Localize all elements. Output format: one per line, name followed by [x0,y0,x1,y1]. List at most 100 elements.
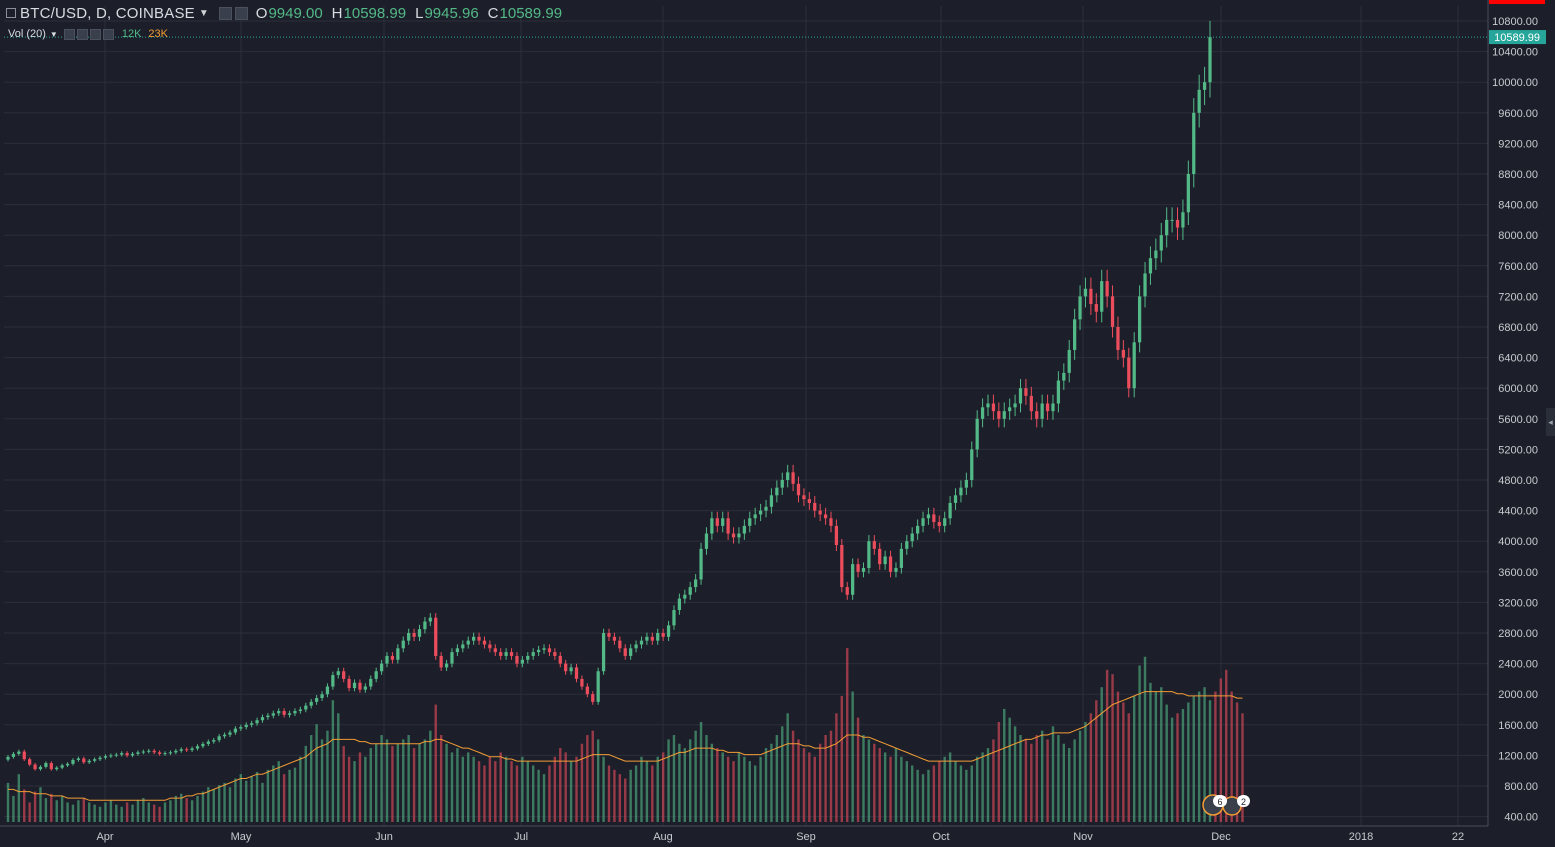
candle-body [38,766,43,770]
candle-body [1170,219,1174,221]
volume-bar [645,761,649,822]
volume-bar [136,800,140,822]
more-button[interactable] [102,28,114,40]
candle-body [964,480,968,488]
candle-body [878,548,882,565]
settings-button[interactable] [218,6,232,20]
collapse-icon[interactable] [6,8,16,18]
volume-bar [916,769,919,822]
volume-bar [380,735,383,822]
volume-bar [862,735,865,822]
candle-body [1186,174,1190,213]
volume-bar [759,756,762,822]
volume-bar [456,748,459,822]
volume-indicator-label[interactable]: Vol (20) [8,28,46,40]
candle-body [688,587,692,595]
volume-bar [1019,735,1022,822]
volume-bar [125,802,129,822]
candle-body [396,648,400,660]
candle-body [336,671,340,676]
chevron-down-icon[interactable]: ▼ [198,7,209,19]
candle-body [233,728,238,733]
price-tick-label: 9600.00 [1498,108,1538,120]
volume-bar [1160,687,1163,822]
candle-body [466,640,470,645]
close-button[interactable] [89,28,101,40]
candle-body [260,717,265,721]
x-tick-label: 22 [1452,831,1464,843]
volume-bar [515,765,519,822]
volume-bar [689,739,692,822]
volume-bar [1057,735,1060,822]
candle-body [439,655,443,668]
volume-bar [591,730,594,822]
volume-bar [180,793,183,822]
candle-body [71,759,75,764]
price-tick-label: 10800.00 [1492,16,1538,28]
candle-body [823,514,828,519]
candle-body [444,663,449,668]
candle-body [363,686,367,690]
volume-bar [445,743,448,822]
volume-bar [315,724,318,822]
volume-bar [104,802,107,822]
candle-body [872,541,876,549]
candle-body [840,545,844,588]
volume-bar [396,743,400,822]
candle-body [374,671,378,679]
candle-body [472,636,476,641]
price-tick-label: 4400.00 [1498,506,1538,518]
candle-body [206,741,210,744]
volume-bar [1051,726,1055,822]
candle-body [509,652,514,656]
candle-body [845,587,849,595]
price-tick-label: 2000.00 [1498,689,1538,701]
volume-bar [802,748,806,822]
candle-body [1208,37,1212,83]
eye-button[interactable] [63,28,75,40]
high-value: 10598.99 [343,4,407,22]
hide-button[interactable] [234,6,248,20]
chevron-left-icon[interactable]: ◂ [1546,408,1555,436]
candle-body [65,763,70,766]
volume-bar [55,800,58,822]
volume-bar [28,802,31,822]
price-tick-label: 8000.00 [1498,230,1538,242]
volume-bar [521,756,524,822]
candle-body [1181,212,1185,228]
volume-bar [531,765,535,822]
candle-body [639,640,644,645]
volume-bar [889,756,892,822]
candle-body [672,610,676,626]
candle-body [287,713,292,715]
volume-ma-value: 23K [148,28,168,40]
candle-body [910,533,914,542]
chevron-down-icon[interactable]: ▼ [49,29,58,39]
candle-body [390,655,395,660]
events-count-label: 2 [1241,797,1246,807]
candle-body [980,407,985,419]
candle-body [1148,258,1153,274]
candle-body [493,648,497,653]
x-tick-label: Dec [1211,831,1231,843]
volume-bar [391,745,394,822]
settings-button[interactable] [76,28,88,40]
candle-body [515,655,519,664]
candle-body [1040,403,1044,419]
volume-bar [716,748,719,822]
symbol-label[interactable]: BTC/USD, D, COINBASE [20,4,195,22]
volume-bar [743,756,746,822]
volume-bar [781,726,784,822]
volume-bar [504,756,508,822]
volume-bar [1013,726,1017,822]
volume-bar [1078,730,1082,822]
volume-ma-line [8,691,1243,801]
volume-bar [212,789,215,822]
volume-bar [1095,700,1098,822]
candle-body [195,746,200,749]
candle-body [168,752,173,754]
volume-bar [331,700,335,822]
volume-bar [293,767,297,822]
